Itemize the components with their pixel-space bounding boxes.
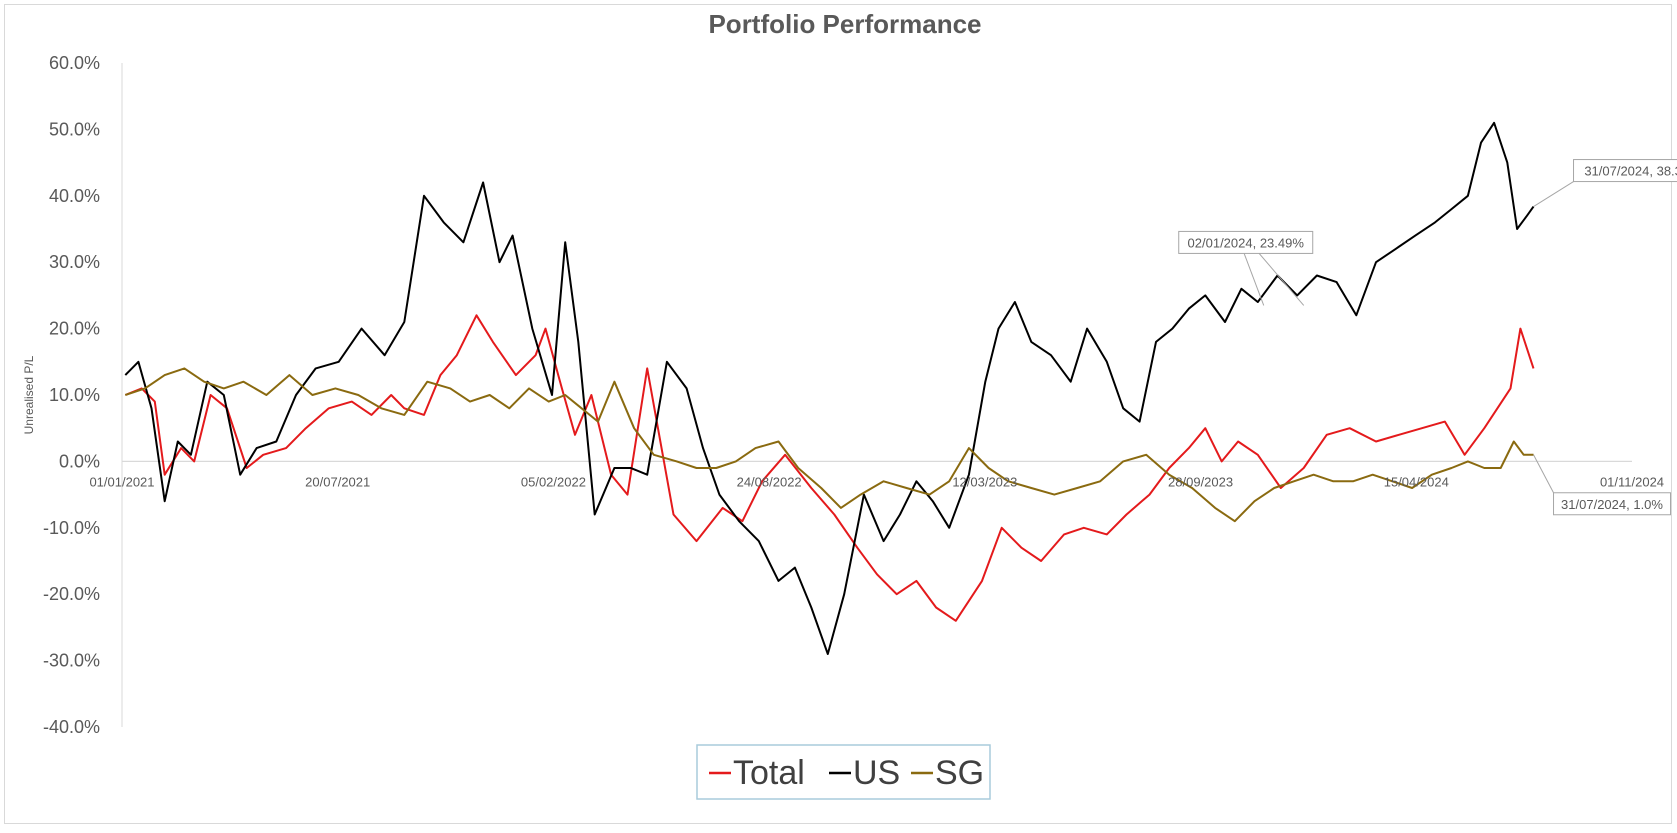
x-tick-label: 15/04/2024 [1384, 474, 1449, 489]
y-axis-label: Unrealised P/L [22, 355, 36, 434]
chart-frame [4, 4, 1672, 824]
callout-label: 31/07/2024, 1.0% [1561, 497, 1663, 512]
legend: Total US SG [709, 754, 984, 792]
chart-title: Portfolio Performance [708, 9, 981, 39]
legend-label-total: Total [733, 754, 805, 792]
x-tick-label: 01/01/2021 [89, 474, 154, 489]
x-tick-label: 05/02/2022 [521, 474, 586, 489]
callout-label: 31/07/2024, 38.38% [1584, 164, 1677, 179]
y-tick-label: -10.0% [43, 518, 100, 538]
callouts: 02/01/2024, 23.49% 31/07/2024, 38.38% 31/0… [1178, 159, 1677, 516]
legend-label-sg: SG [935, 754, 984, 792]
callout-leader [1258, 253, 1305, 306]
y-tick-label: 30.0% [49, 252, 100, 272]
callout-box [1178, 230, 1314, 254]
callout-leader [1533, 454, 1554, 493]
legend-label-us: US [853, 754, 900, 792]
callout-box [1573, 159, 1677, 183]
y-tick-label: 10.0% [49, 385, 100, 405]
y-axis-ticks: 60.0% 50.0% 40.0% 30.0% 20.0% 10.0% 0.0% -10.0%… [43, 53, 100, 737]
x-tick-label: 12/03/2023 [952, 474, 1017, 489]
y-tick-label: 40.0% [49, 186, 100, 206]
x-tick-label: 24/08/2022 [737, 474, 802, 489]
series-line-total [124, 314, 1535, 622]
y-tick-label: 60.0% [49, 53, 100, 73]
series-layer [124, 121, 1535, 655]
y-tick-label: 0.0% [59, 451, 100, 471]
grid [121, 63, 1632, 727]
callout-leader [1533, 181, 1574, 207]
y-tick-label: 20.0% [49, 319, 100, 339]
series-line-sg [124, 367, 1534, 523]
x-tick-label: 28/09/2023 [1168, 474, 1233, 489]
callout-box [1553, 492, 1672, 516]
x-axis-ticks: 01/01/2021 20/07/2021 05/02/2022 24/08/2022… [89, 474, 1664, 489]
callout-leader [1243, 253, 1265, 306]
y-tick-label: -40.0% [43, 717, 100, 737]
series-line-us [124, 121, 1535, 655]
y-tick-label: -20.0% [43, 584, 100, 604]
callout-label: 02/01/2024, 23.49% [1188, 235, 1305, 250]
y-tick-label: 50.0% [49, 119, 100, 139]
x-tick-label: 20/07/2021 [305, 474, 370, 489]
x-tick-label: 01/11/2024 [1600, 474, 1664, 489]
y-tick-label: -30.0% [43, 651, 100, 671]
